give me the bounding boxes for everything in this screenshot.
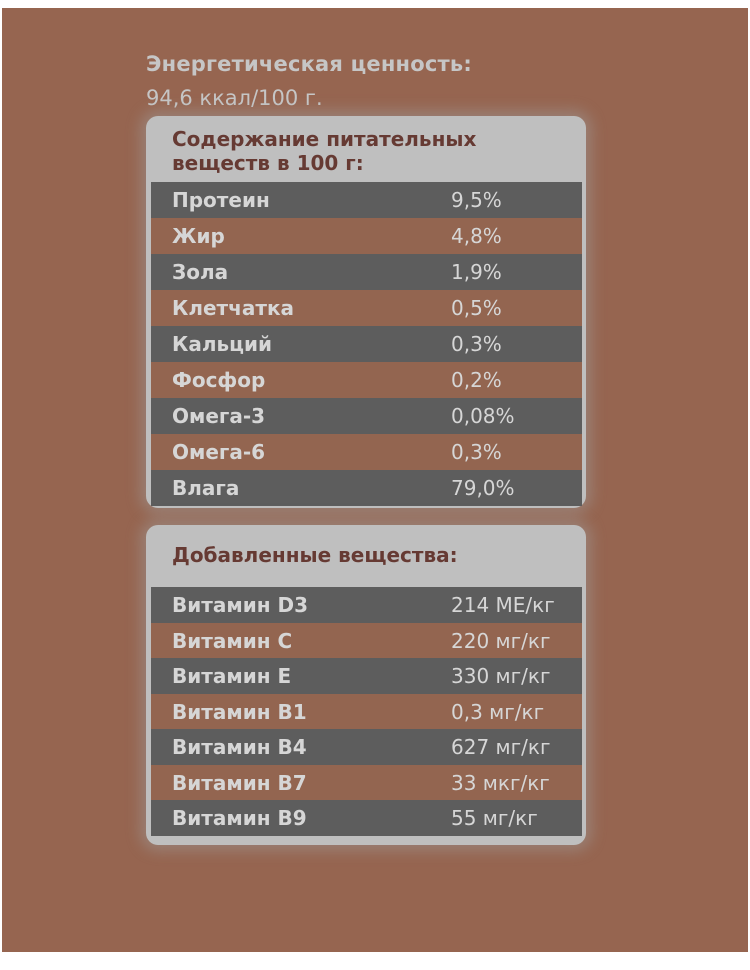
energy-value-amount: 94,6 ккал/100 г. [146,86,323,110]
nutrients-table: Протеин 9,5% Жир 4,8% Зола 1,9% Клетчатк… [151,182,582,506]
nutrient-value: 9,5% [451,188,502,212]
energy-value-title: Энергетическая ценность: [146,52,472,76]
nutrients-card: Содержание питательных веществ в 100 г: … [146,116,586,508]
additive-name: Витамин C [172,628,293,653]
nutrient-value: 0,3% [451,332,502,356]
nutrient-name: Омега-6 [172,440,266,464]
additive-name: Витамин E [172,664,292,688]
additive-name: Витамин B7 [172,770,307,795]
nutrient-row: Омега-6 0,3% [151,434,582,470]
additive-value: 33 мкг/кг [451,770,550,795]
nutrients-title-line-1: Содержание питательных [172,127,477,151]
nutrient-row: Клетчатка 0,5% [151,290,582,326]
additive-row: Витамин B9 55 мг/кг [151,800,582,836]
nutrient-row: Жир 4,8% [151,218,582,254]
nutrient-row: Фосфор 0,2% [151,362,582,398]
nutrient-name: Клетчатка [172,296,295,320]
nutrient-value: 79,0% [451,476,515,500]
nutrient-row: Протеин 9,5% [151,182,582,218]
additive-value: 330 мг/кг [451,664,551,688]
nutrient-name: Зола [172,260,229,284]
additive-row: Витамин D3 214 МЕ/кг [151,587,582,623]
additive-row: Витамин E 330 мг/кг [151,658,582,694]
nutrient-value: 0,5% [451,296,502,320]
additive-row: Витамин B7 33 мкг/кг [151,764,582,800]
nutrients-title-line-2: веществ в 100 г: [172,151,364,175]
nutrient-value: 4,8% [451,224,502,248]
additive-name: Витамин D3 [172,593,309,617]
nutrient-row: Влага 79,0% [151,470,582,506]
nutrient-row: Зола 1,9% [151,254,582,290]
nutrient-value: 0,2% [451,368,502,392]
nutrient-row: Омега-3 0,08% [151,398,582,434]
nutrient-name: Влага [172,476,240,500]
additives-card: Добавленные вещества: Витамин D3 214 МЕ/… [146,525,586,845]
additives-table: Витамин D3 214 МЕ/кг Витамин C 220 мг/кг… [151,587,582,836]
additive-value: 0,3 мг/кг [451,699,545,724]
additive-name: Витамин B9 [172,806,307,830]
additive-value: 55 мг/кг [451,806,538,830]
additive-row: Витамин B1 0,3 мг/кг [151,693,582,729]
nutrient-name: Фосфор [172,368,266,392]
nutrient-name: Протеин [172,188,270,212]
nutrient-row: Кальций 0,3% [151,326,582,362]
nutrients-card-title: Содержание питательных веществ в 100 г: [172,127,476,175]
additive-name: Витамин B4 [172,735,307,759]
nutrient-name: Омега-3 [172,404,266,428]
additive-row: Витамин C 220 мг/кг [151,622,582,658]
nutrient-name: Кальций [172,332,272,356]
additive-name: Витамин B1 [172,699,307,724]
additives-card-title: Добавленные вещества: [172,543,458,567]
nutrient-value: 0,08% [451,404,515,428]
additive-value: 220 мг/кг [451,628,551,653]
nutrient-name: Жир [172,224,225,248]
additive-row: Витамин B4 627 мг/кг [151,729,582,765]
nutrient-value: 1,9% [451,260,502,284]
nutrient-value: 0,3% [451,440,502,464]
additive-value: 214 МЕ/кг [451,593,555,617]
additive-value: 627 мг/кг [451,735,551,759]
